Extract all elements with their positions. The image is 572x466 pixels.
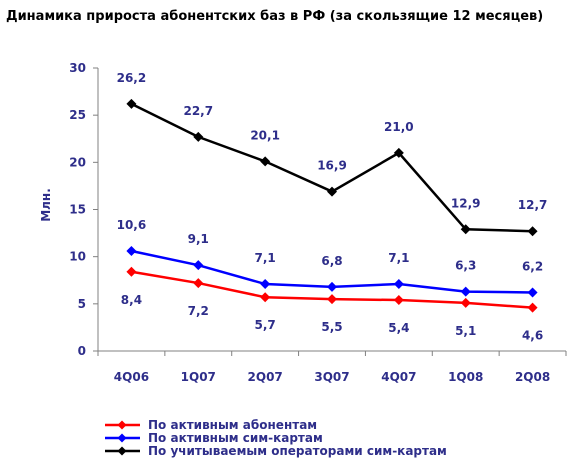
legend-item-2: По активным сим-картам — [105, 431, 323, 445]
y-tick-label: 0 — [78, 344, 86, 358]
data-label: 22,7 — [183, 104, 213, 118]
data-point — [327, 186, 337, 197]
y-tick-labels: 0 5 10 15 20 25 30 — [69, 61, 86, 358]
y-tick-label: 10 — [69, 250, 86, 264]
legend-marker — [117, 420, 127, 430]
data-label: 5,1 — [455, 324, 476, 338]
data-point — [126, 246, 137, 257]
data-label: 16,9 — [317, 159, 347, 173]
data-point — [260, 292, 271, 303]
data-point — [193, 260, 204, 271]
data-point — [126, 266, 137, 277]
data-point — [527, 302, 538, 313]
x-tick-label: 2Q08 — [515, 370, 550, 384]
data-point — [327, 294, 337, 305]
data-label: 9,1 — [188, 232, 209, 246]
legend-item-3: По учитываемым операторами сим-картам — [105, 444, 447, 458]
data-label: 7,1 — [255, 251, 276, 265]
data-point — [327, 281, 337, 292]
data-point — [393, 295, 404, 306]
data-label: 10,6 — [117, 218, 147, 232]
series-layer: 8,4 7,2 5,7 5,5 5,4 5,1 4,6 10,6 9,1 7,1 6,8 7,1 6,3… — [117, 71, 548, 343]
data-point — [193, 278, 204, 289]
series-3 — [126, 98, 538, 237]
data-label: 7,2 — [188, 304, 209, 318]
data-labels-series-2: 10,6 9,1 7,1 6,8 7,1 6,3 6,2 — [117, 218, 544, 274]
axes — [93, 67, 567, 356]
data-label: 20,1 — [250, 128, 280, 142]
data-point — [460, 224, 471, 235]
x-tick-label: 4Q06 — [114, 370, 149, 384]
data-label: 12,9 — [451, 196, 481, 210]
data-label: 5,5 — [321, 320, 342, 334]
y-tick-label: 15 — [69, 203, 86, 217]
data-label: 4,6 — [522, 329, 543, 343]
data-point — [393, 279, 404, 290]
x-tick-label: 3Q07 — [314, 370, 349, 384]
data-label: 21,0 — [384, 120, 414, 134]
data-label: 6,8 — [321, 254, 342, 268]
data-label: 5,4 — [388, 321, 409, 335]
y-tick-label: 20 — [69, 155, 86, 169]
y-tick-label: 5 — [78, 297, 86, 311]
data-label: 12,7 — [518, 198, 548, 212]
data-point — [460, 297, 471, 308]
x-tick-label: 1Q07 — [181, 370, 216, 384]
data-label: 5,7 — [255, 318, 276, 332]
data-label: 26,2 — [117, 71, 147, 85]
y-tick-label: 25 — [69, 108, 86, 122]
data-point — [260, 156, 271, 167]
legend-label: По активным сим-картам — [148, 431, 323, 445]
x-tick-labels: 4Q06 1Q07 2Q07 3Q07 4Q07 1Q08 2Q08 — [114, 370, 550, 384]
legend-marker — [117, 433, 127, 443]
legend-label: По активным абонентам — [148, 418, 317, 432]
data-label: 6,3 — [455, 259, 476, 273]
data-labels-series-1: 8,4 7,2 5,7 5,5 5,4 5,1 4,6 — [121, 293, 543, 343]
data-point — [527, 287, 538, 298]
data-point — [126, 98, 137, 109]
data-label: 8,4 — [121, 293, 142, 307]
legend-item-1: По активным абонентам — [105, 418, 317, 432]
y-axis-title: Млн. — [39, 188, 53, 222]
data-labels-series-3: 26,2 22,7 20,1 16,9 21,0 12,9 12,7 — [117, 71, 548, 212]
x-tick-label: 2Q07 — [248, 370, 283, 384]
x-tick-label: 4Q07 — [381, 370, 416, 384]
x-tick-label: 1Q08 — [448, 370, 483, 384]
data-point — [393, 147, 404, 158]
data-point — [260, 279, 271, 290]
data-point — [193, 131, 204, 142]
chart-title: Динамика прироста абонентских баз в РФ (… — [6, 9, 544, 24]
y-tick-label: 30 — [69, 61, 86, 75]
series-1 — [126, 266, 538, 313]
legend-label: По учитываемым операторами сим-картам — [148, 444, 447, 458]
data-label: 6,2 — [522, 260, 543, 274]
data-label: 7,1 — [388, 251, 409, 265]
series-2 — [126, 246, 538, 298]
data-point — [527, 226, 538, 237]
legend-marker — [117, 446, 127, 456]
data-point — [460, 286, 471, 297]
